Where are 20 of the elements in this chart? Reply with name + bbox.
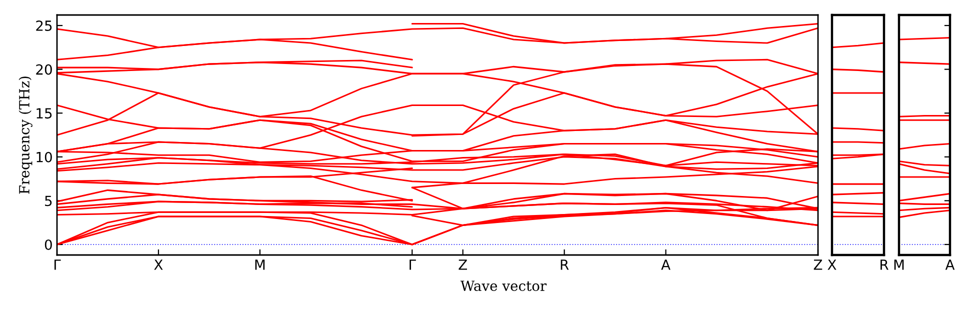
y-tick-label: 0	[44, 239, 52, 250]
x-tick-label: M	[894, 260, 904, 270]
x-tick-label: R	[880, 260, 888, 270]
x-tick-label: Z	[814, 260, 822, 270]
y-tick-label: 15	[36, 108, 52, 119]
y-tick-label: 20	[36, 64, 52, 75]
x-tick-label: Z	[458, 260, 467, 270]
x-tick-label: X	[828, 260, 836, 270]
y-tick-label: 25	[36, 20, 52, 31]
x-tick-label: M	[255, 260, 265, 270]
y-tick-label: 5	[45, 196, 52, 206]
x-tick-label: R	[560, 260, 569, 270]
x-tick-label: Γ	[54, 260, 61, 270]
x-tick-label: A	[661, 260, 670, 270]
x-tick-label: X	[154, 260, 163, 270]
y-tick-label: 10	[36, 152, 52, 162]
y-axis-title: Frequency (THz)	[18, 76, 32, 194]
x-tick-label: Γ	[410, 260, 416, 270]
x-axis-title: Wave vector	[460, 280, 547, 292]
x-tick-label: A	[945, 260, 955, 270]
